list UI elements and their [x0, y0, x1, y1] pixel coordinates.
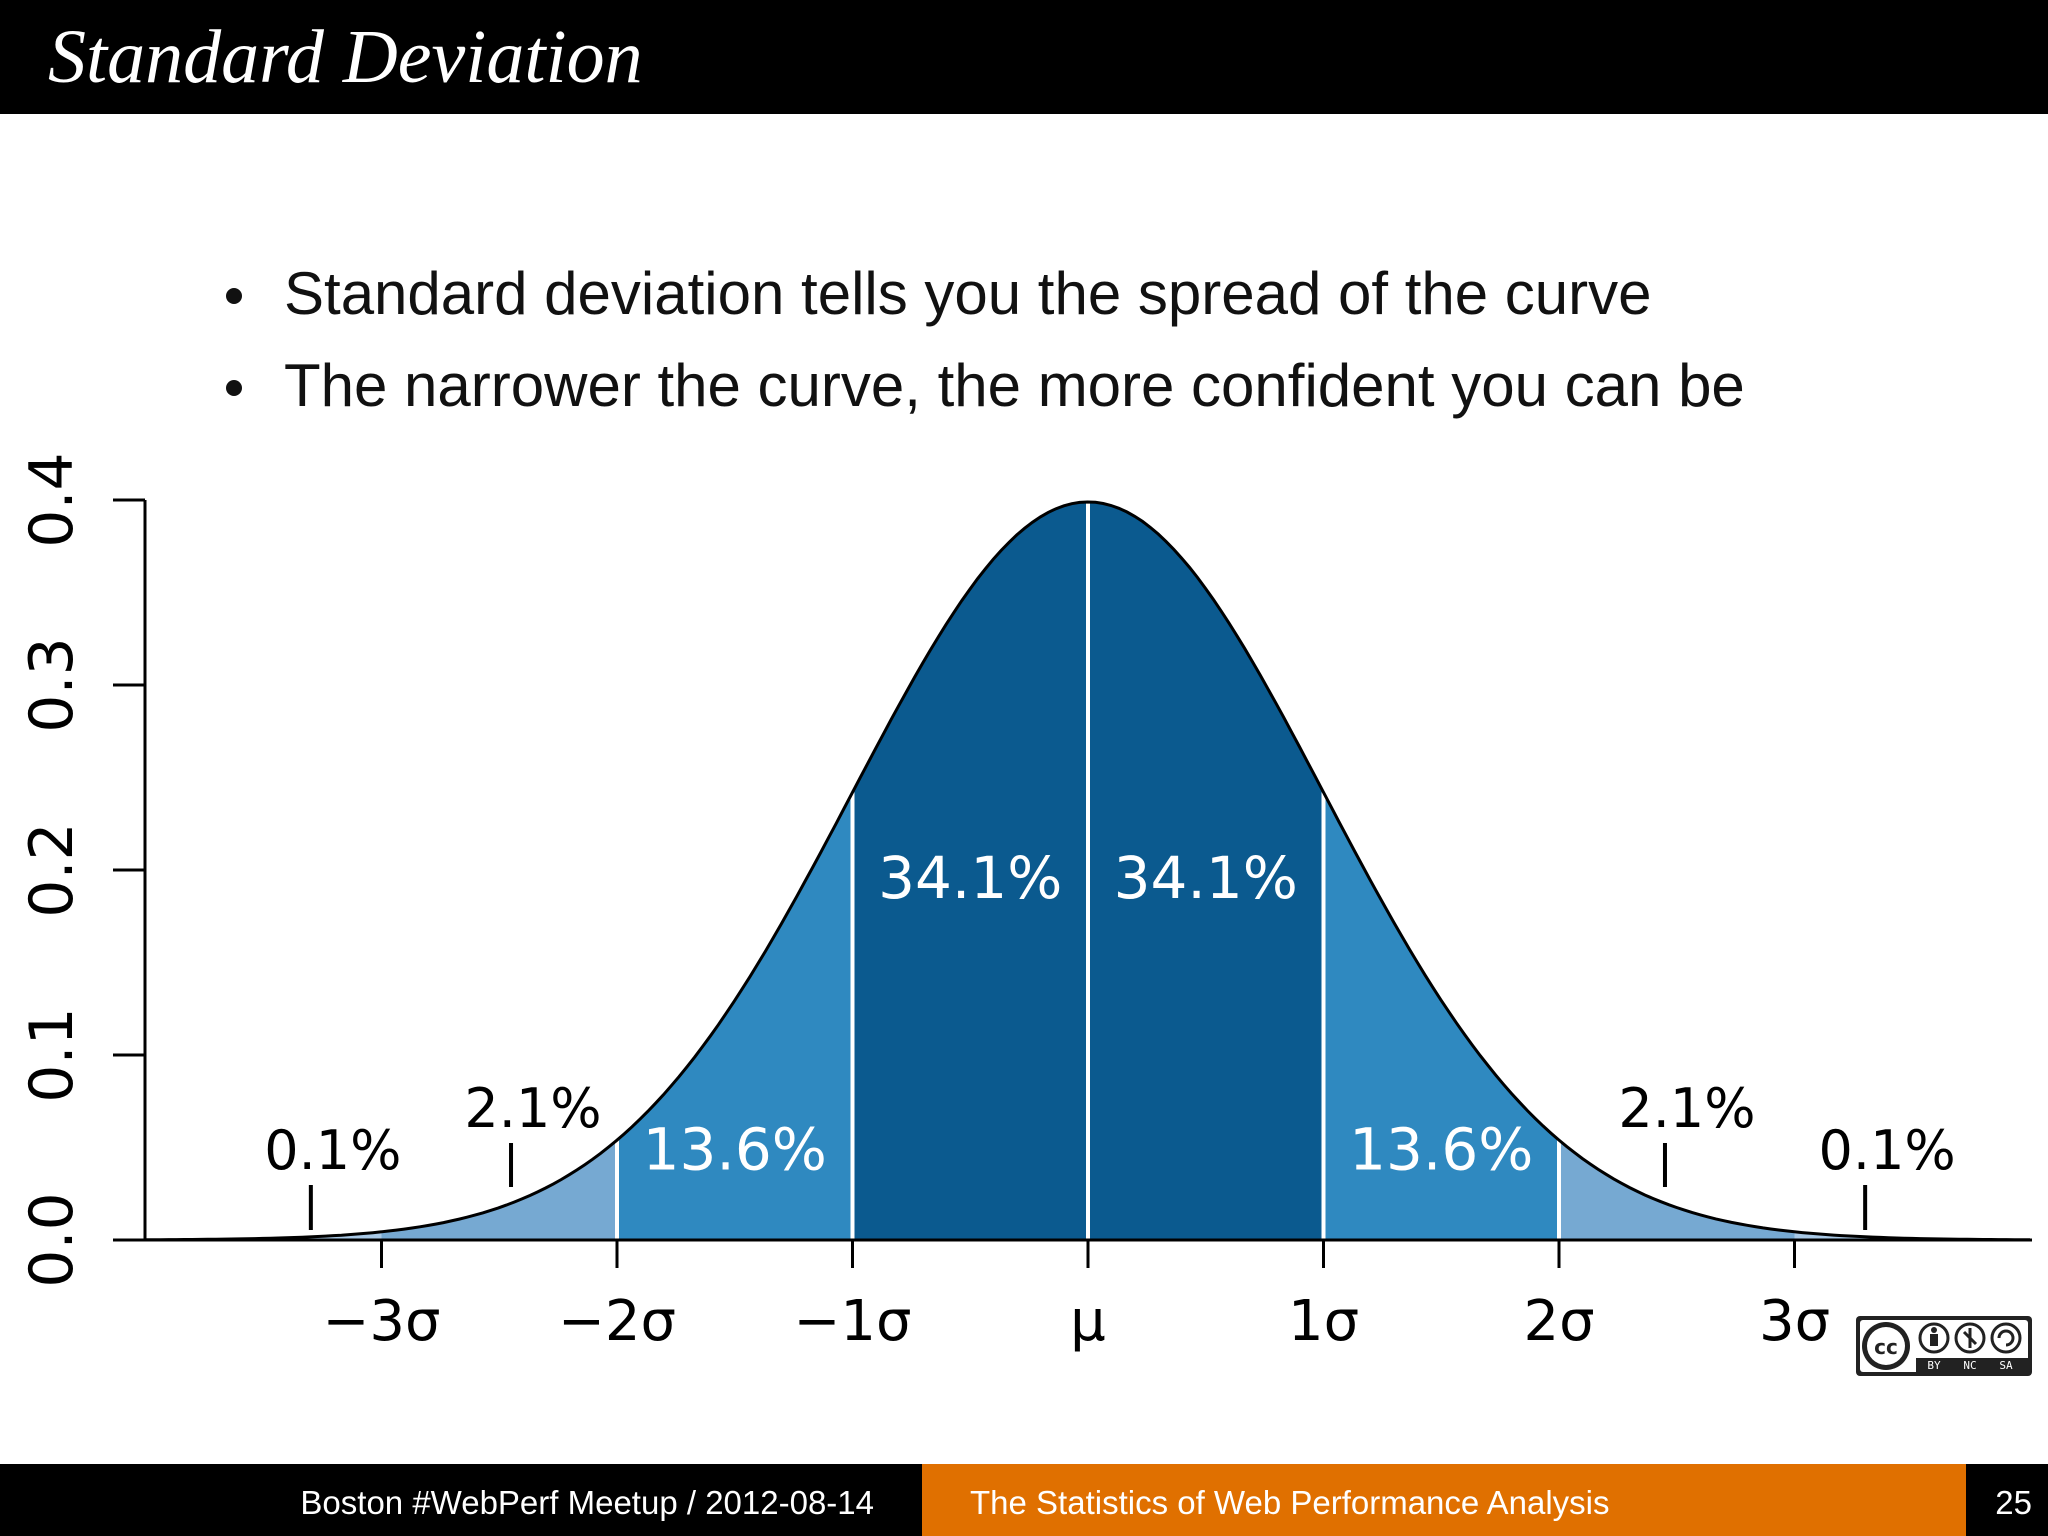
band-percent-label: 2.1% [464, 1077, 601, 1140]
bullet-list: Standard deviation tells you the spread … [218, 248, 1745, 432]
page-number-text: 25 [1995, 1484, 2032, 1521]
band-percent-label: 2.1% [1618, 1077, 1755, 1140]
band-percent-label: 0.1% [264, 1119, 401, 1182]
band-area-3 [852, 502, 1088, 1240]
band-area-4 [1088, 502, 1324, 1240]
bullet-dot-icon [226, 380, 242, 396]
density-curve [144, 500, 2031, 1242]
y-tick-label: 0.2 [17, 822, 87, 917]
x-tick-label: 1σ [1288, 1289, 1359, 1354]
band-percent-label: 34.1% [1114, 844, 1298, 912]
cc-mark: cc [1874, 1335, 1898, 1359]
x-tick-label: μ [1070, 1289, 1106, 1354]
bullet-text: Standard deviation tells you the spread … [284, 260, 1652, 327]
bullet-item: Standard deviation tells you the spread … [218, 248, 1745, 340]
badge-label-sa: SA [1999, 1359, 2013, 1372]
slide-title: Standard Deviation [48, 15, 643, 99]
band-area-7 [1794, 1231, 2030, 1240]
x-tick-label: 3σ [1759, 1289, 1830, 1354]
footer-event: Boston #WebPerf Meetup / 2012-08-14 [0, 1464, 922, 1536]
band-area-6 [1559, 1140, 1795, 1240]
footer-presentation-title: The Statistics of Web Performance Analys… [922, 1464, 1966, 1536]
x-tick-label: −3σ [322, 1289, 440, 1354]
footer-event-text: Boston #WebPerf Meetup / 2012-08-14 [300, 1484, 874, 1521]
title-bar: Standard Deviation [0, 0, 2048, 114]
badge-label-nc: NC [1963, 1359, 1976, 1372]
badge-label-by: BY [1927, 1359, 1941, 1372]
x-tick-label: −2σ [558, 1289, 676, 1354]
y-tick-label: 0.3 [17, 637, 87, 732]
band-area-0 [146, 1231, 382, 1240]
normal-distribution-chart: 0.0 0.1 0.2 0.3 0.4 −3σ −2σ −1σ μ 1σ 2σ 3σ 0.1% 2.1% 1… [17, 452, 2032, 1354]
x-tick-label: −1σ [793, 1289, 911, 1354]
y-tick-label: 0.4 [17, 452, 87, 547]
bullet-item: The narrower the curve, the more confide… [218, 340, 1745, 432]
y-tick-label: 0.1 [17, 1007, 87, 1102]
bullet-dot-icon [226, 288, 242, 304]
band-percent-label: 13.6% [643, 1116, 827, 1184]
band-percent-label: 13.6% [1349, 1116, 1533, 1184]
y-tick-label: 0.0 [17, 1192, 87, 1287]
creative-commons-badge-icon: cc BY NC SA [1856, 1316, 2032, 1376]
band-percent-label: 34.1% [878, 844, 1062, 912]
bullet-text: The narrower the curve, the more confide… [284, 352, 1745, 419]
band-percent-label: 0.1% [1819, 1119, 1956, 1182]
band-area-1 [381, 1140, 617, 1240]
x-tick-label: 2σ [1523, 1289, 1594, 1354]
footer-page-number: 25 [1966, 1464, 2048, 1536]
footer: Boston #WebPerf Meetup / 2012-08-14 The … [0, 1464, 2048, 1536]
footer-title-text: The Statistics of Web Performance Analys… [970, 1484, 1610, 1521]
